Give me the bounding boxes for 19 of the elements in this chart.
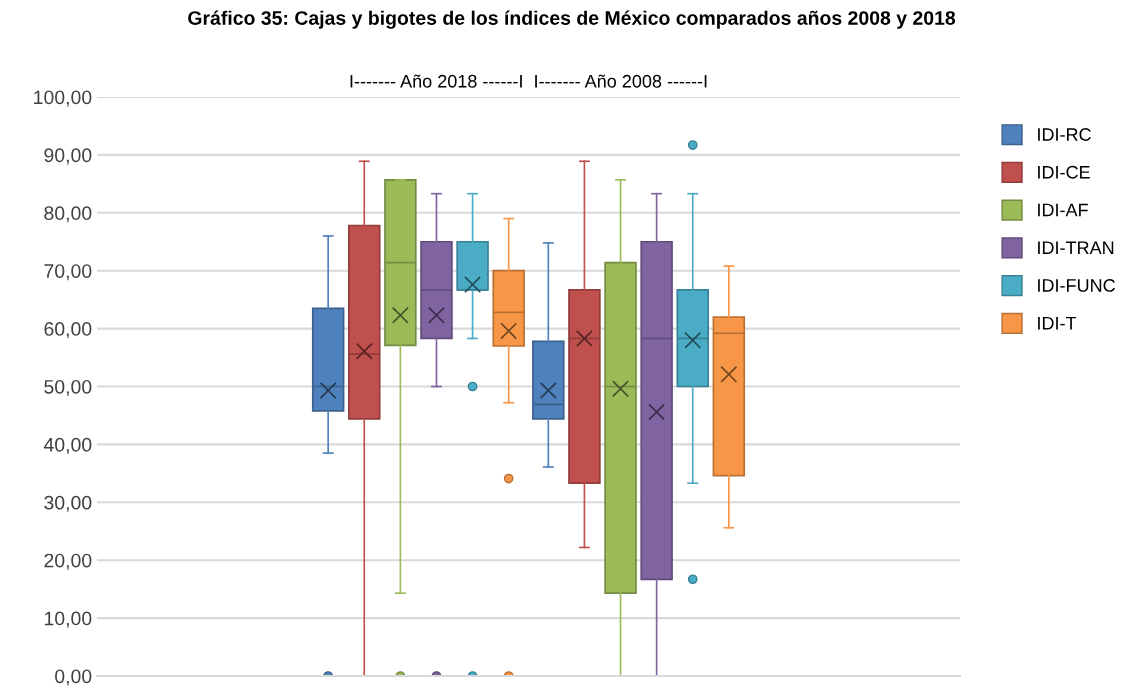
y-tick-label: 30,00 <box>44 495 92 512</box>
y-tick-label: 0,00 <box>55 669 92 686</box>
legend-label: IDI-FUNC <box>1038 279 1115 292</box>
y-tick-label: 50,00 <box>44 379 92 397</box>
y-tick-label: 60,00 <box>44 322 92 339</box>
y-tick-label: 40,00 <box>43 437 92 454</box>
legend-label: IDI-TRAN <box>1038 241 1114 254</box>
legend-label: IDI-CE <box>1038 165 1090 179</box>
legend-label: IDI-RC <box>1038 128 1091 141</box>
y-tick-label: 100,00 <box>34 90 92 107</box>
y-tick-label: 10,00 <box>44 611 92 628</box>
text: I------- Año 2018 ------I I------- Año 2008 ------I <box>350 74 707 88</box>
y-tick-label: 20,00 <box>44 553 92 570</box>
legend-label: IDI-T <box>1038 316 1077 330</box>
legend-label: IDI-AF <box>1038 203 1088 217</box>
y-tick-label: 80,00 <box>44 206 92 223</box>
y-tick-label: 70,00 <box>44 264 92 281</box>
y-tick-label: 90,00 <box>44 148 92 165</box>
chart-title: Gráfico 35: Cajas y bigotes de los índices de México comparados años 2008 y 2018 <box>188 10 956 29</box>
